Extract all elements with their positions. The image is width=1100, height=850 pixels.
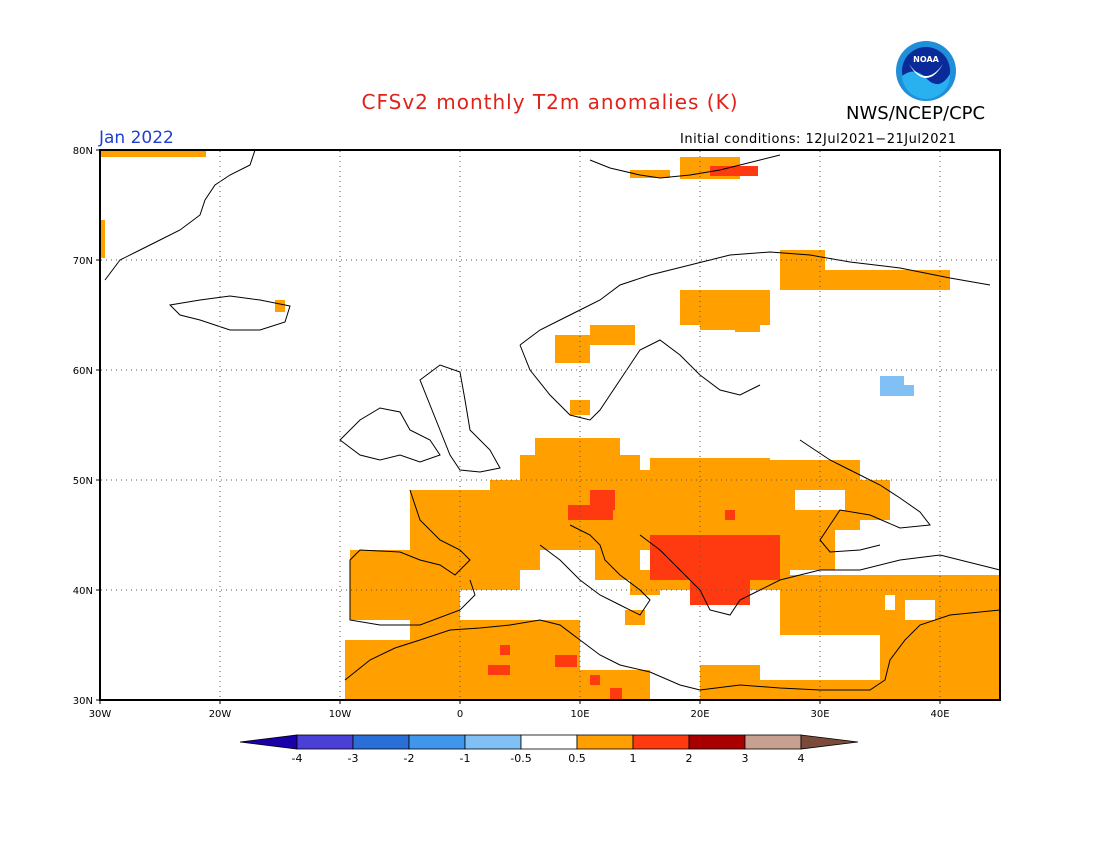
forecast-month: Jan 2022 bbox=[99, 128, 174, 148]
colorbar-label-4: 4 bbox=[798, 752, 805, 765]
colorbar-bin-3 bbox=[408, 734, 466, 750]
lat-label-80n: 80N bbox=[73, 146, 93, 157]
neutral-patches bbox=[630, 430, 935, 620]
colorbar-label-2: 2 bbox=[686, 752, 693, 765]
lon-label-20e: 20E bbox=[690, 709, 709, 720]
agency-label: NWS/NCEP/CPC bbox=[846, 103, 986, 124]
lon-label-10e: 10E bbox=[570, 709, 589, 720]
lat-label-30n: 30N bbox=[73, 696, 93, 707]
colorbar-label-neg1: -1 bbox=[460, 752, 471, 765]
colorbar-bin-8 bbox=[688, 734, 746, 750]
colorbar-max-arrow bbox=[800, 734, 859, 750]
colorbar bbox=[239, 734, 859, 750]
colorbar-bin-5 bbox=[520, 734, 578, 750]
colorbar-label-neg4: -4 bbox=[292, 752, 303, 765]
lon-label-30e: 30E bbox=[810, 709, 829, 720]
colorbar-bin-6 bbox=[576, 734, 634, 750]
colorbar-min-arrow bbox=[239, 734, 298, 750]
colorbar-bin-7 bbox=[632, 734, 690, 750]
colorbar-label-neg3: -3 bbox=[348, 752, 359, 765]
colorbar-label-1: 1 bbox=[630, 752, 637, 765]
colorbar-label-neg2: -2 bbox=[404, 752, 415, 765]
colorbar-bin-9 bbox=[744, 734, 802, 750]
map-frame bbox=[99, 149, 1001, 701]
lat-label-40n: 40N bbox=[73, 586, 93, 597]
anomaly-fill-red bbox=[488, 166, 780, 700]
noaa-logo-icon: NOAA bbox=[896, 41, 956, 101]
colorbar-bin-4 bbox=[464, 734, 522, 750]
colorbar-bin-2 bbox=[352, 734, 410, 750]
svg-text:NOAA: NOAA bbox=[913, 55, 939, 64]
chart-title: CFSv2 monthly T2m anomalies (K) bbox=[361, 90, 739, 114]
lon-label-40e: 40E bbox=[930, 709, 949, 720]
lon-label-20w: 20W bbox=[209, 709, 232, 720]
coastlines bbox=[104, 149, 1001, 691]
lat-label-60n: 60N bbox=[73, 366, 93, 377]
colorbar-label-neg05: -0.5 bbox=[510, 752, 531, 765]
colorbar-label-3: 3 bbox=[742, 752, 749, 765]
anomaly-fill-orange bbox=[101, 151, 1000, 700]
axis-ticks bbox=[96, 149, 941, 704]
lon-label-10w: 10W bbox=[329, 709, 352, 720]
anomaly-fill-blue bbox=[880, 376, 914, 396]
colorbar-label-05: 0.5 bbox=[568, 752, 586, 765]
lon-label-0: 0 bbox=[457, 709, 463, 720]
lon-label-30w: 30W bbox=[89, 709, 112, 720]
lat-label-50n: 50N bbox=[73, 476, 93, 487]
initial-conditions: Initial conditions: 12Jul2021−21Jul2021 bbox=[680, 132, 957, 147]
lat-label-70n: 70N bbox=[73, 256, 93, 267]
colorbar-bin-1 bbox=[296, 734, 354, 750]
